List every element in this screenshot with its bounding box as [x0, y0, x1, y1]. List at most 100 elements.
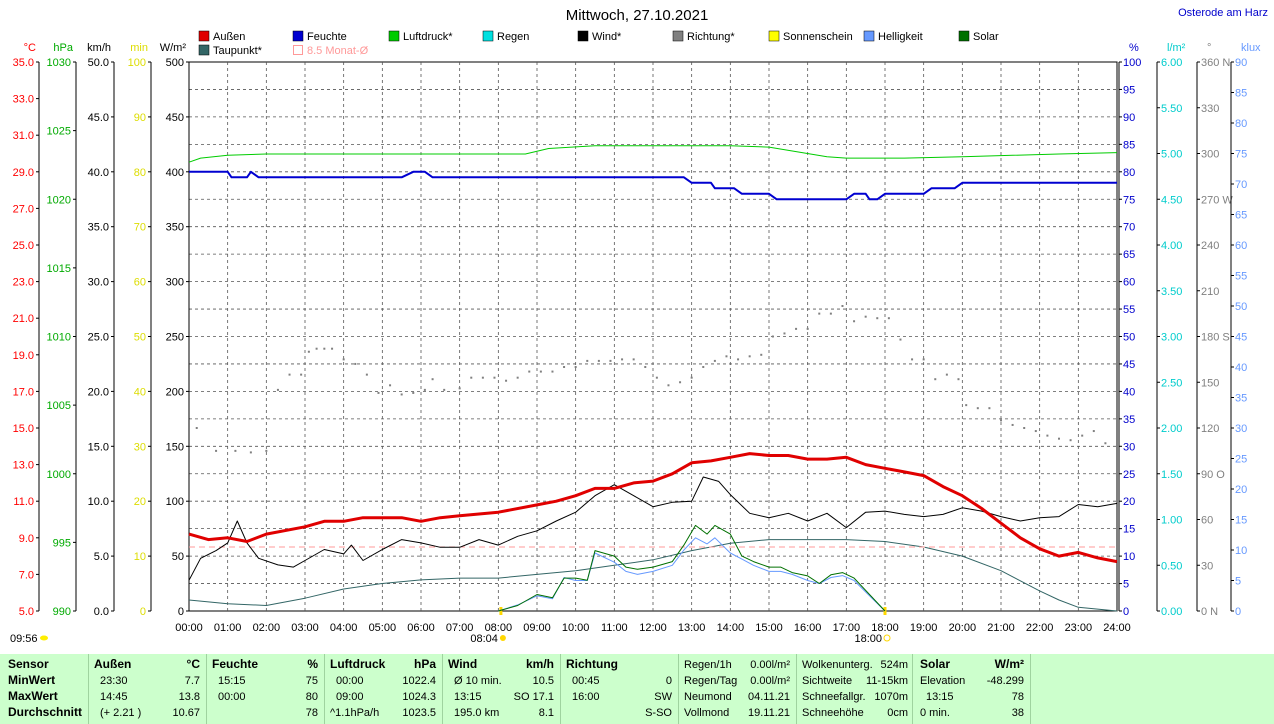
series-point-richtung: [458, 387, 461, 390]
series-point-richtung: [539, 370, 542, 373]
axis-tick-label-direction: 210: [1201, 286, 1219, 298]
series-point-richtung: [342, 358, 345, 361]
axis-tick-label-sunmin: 40: [134, 386, 146, 398]
series-point-richtung: [725, 355, 728, 358]
axis-tick-label-temp: 21.0: [13, 313, 34, 325]
series-point-richtung: [528, 370, 531, 373]
series-point-richtung: [423, 388, 426, 391]
stats-aussen-min-value: 7.7: [184, 675, 200, 687]
stats-richtung-avg-value: S-SO: [645, 707, 672, 719]
stats-aussen-unit: °C: [186, 657, 200, 671]
axis-tick-label-solar: 250: [166, 332, 184, 344]
legend-swatch-sonnenschein: [768, 30, 780, 42]
series-point-richtung: [957, 378, 960, 381]
axis-tick-label-rain: 4.00: [1161, 240, 1182, 252]
series-point-richtung: [516, 376, 519, 379]
series-point-richtung: [377, 391, 380, 394]
axis-tick-label-temp: 25.0: [13, 240, 34, 252]
series-point-richtung: [1000, 419, 1002, 422]
x-tick-label: 21:00: [987, 622, 1015, 634]
axis-tick-label-temp: 33.0: [13, 94, 34, 106]
axis-tick-label-temp: 35.0: [13, 57, 34, 69]
axis-tick-label-lux: 25: [1235, 454, 1247, 466]
series-point-richtung: [690, 376, 693, 379]
stats-regen-1h-value: 0.00l/m²: [750, 659, 790, 671]
stats-aussen-max-time: 14:45: [100, 691, 128, 703]
axis-tick-label-pressure: 1010: [47, 332, 71, 344]
axis-tick-label-solar: 50: [172, 551, 184, 563]
axis-tick-label-pressure: 995: [53, 537, 71, 549]
series-line-luftdruck: [188, 145, 1118, 163]
stats-feuchte-max-time: 00:00: [218, 691, 246, 703]
axis-tick-label-rain: 5.50: [1161, 103, 1182, 115]
legend-swatch-solar: [958, 30, 970, 42]
legend-label-regen: Regen: [497, 31, 529, 43]
stats-luftdruck-avg-value: 1023.5: [402, 707, 436, 719]
stats-solar-avg-value: 38: [1011, 707, 1024, 719]
series-point-richtung: [1104, 442, 1107, 445]
axis-tick-label-direction: 360 N: [1201, 57, 1230, 69]
series-point-richtung: [806, 327, 809, 330]
axis-tick-label-rain: 0.50: [1161, 560, 1182, 572]
legend-label-feuchte: Feuchte: [307, 31, 347, 43]
series-point-richtung: [354, 362, 357, 365]
x-tick-label: 17:00: [833, 622, 861, 634]
axis-tick-label-humidity: 75: [1123, 194, 1135, 206]
axis-tick-label-wind: 25.0: [88, 332, 109, 344]
axis-tick-label-pressure: 1000: [47, 469, 71, 481]
x-tick-label: 13:00: [678, 622, 706, 634]
axis-tick-label-direction: 180 S: [1201, 332, 1230, 344]
series-point-richtung: [760, 353, 763, 356]
stats-max-label: MaxWert: [8, 689, 58, 703]
stats-solar-unit: W/m²: [994, 657, 1024, 671]
x-tick-label: 01:00: [214, 622, 242, 634]
series-point-richtung: [748, 355, 751, 358]
axis-tick-label-wind: 15.0: [88, 441, 109, 453]
series-point-richtung: [713, 359, 716, 362]
stats-aussen-title: Außen: [94, 657, 132, 671]
axis-unit-solar: W/m²: [160, 42, 187, 54]
legend-label-luftdruck: Luftdruck*: [403, 31, 453, 43]
axis-tick-label-temp: 11.0: [13, 496, 34, 508]
axis-tick-label-lux: 55: [1235, 271, 1247, 283]
stats-feuchte-min-time: 15:15: [218, 675, 246, 687]
stats-solar-max-value: 78: [1011, 691, 1024, 703]
stats-solar-max-time: 13:15: [926, 691, 954, 703]
axis-tick-label-humidity: 5: [1123, 579, 1129, 591]
axis-tick-label-humidity: 55: [1123, 304, 1135, 316]
axis-tick-label-solar: 150: [166, 441, 184, 453]
x-tick-label: 14:00: [717, 622, 745, 634]
axis-tick-label-sunmin: 50: [134, 332, 146, 344]
weather-chart: °C 35.0 33.0 31.0 29.0 27.0 25.0 23.0 21.0 19.0 17…: [10, 7, 1268, 645]
series-point-richtung: [876, 317, 879, 320]
series-point-richtung: [307, 350, 310, 353]
legend-swatch-helligkeit: [863, 30, 875, 42]
axis-tick-label-lux: 5: [1235, 576, 1241, 588]
series-point-richtung: [841, 305, 844, 307]
series-point-richtung: [431, 378, 434, 381]
series-point-richtung: [323, 347, 326, 350]
legend-label-au-en: Außen: [213, 31, 245, 43]
series-point-richtung: [667, 384, 670, 387]
axis-tick-label-direction: 330: [1201, 103, 1219, 115]
axis-tick-label-sunmin: 30: [134, 441, 146, 453]
series-point-richtung: [365, 373, 368, 376]
axis-tick-label-lux: 40: [1235, 362, 1247, 374]
x-tick-label: 22:00: [1026, 622, 1054, 634]
stats-richtung-title: Richtung: [566, 657, 618, 671]
series-point-richtung: [965, 404, 968, 407]
stats-wind-unit: km/h: [525, 657, 554, 671]
axis-unit-rain: l/m²: [1167, 42, 1186, 54]
axis-tick-label-temp: 13.0: [13, 460, 34, 472]
axis-tick-label-lux: 20: [1235, 484, 1247, 496]
axis-tick-label-direction: 270 W: [1201, 194, 1233, 206]
stats-wind-avg10-label: Ø 10 min.: [454, 675, 502, 687]
axis-tick-label-temp: 17.0: [13, 386, 34, 398]
series-point-richtung: [443, 388, 446, 391]
axis-tick-label-humidity: 100: [1123, 57, 1141, 69]
x-tick-label: 20:00: [949, 622, 977, 634]
series-point-richtung: [331, 347, 334, 350]
series-point-richtung: [1023, 427, 1026, 429]
statistics-panel: Sensor MinWert MaxWert Durchschnitt Auße…: [0, 654, 1274, 724]
stats-feuchte-avg-value: 78: [305, 707, 318, 719]
